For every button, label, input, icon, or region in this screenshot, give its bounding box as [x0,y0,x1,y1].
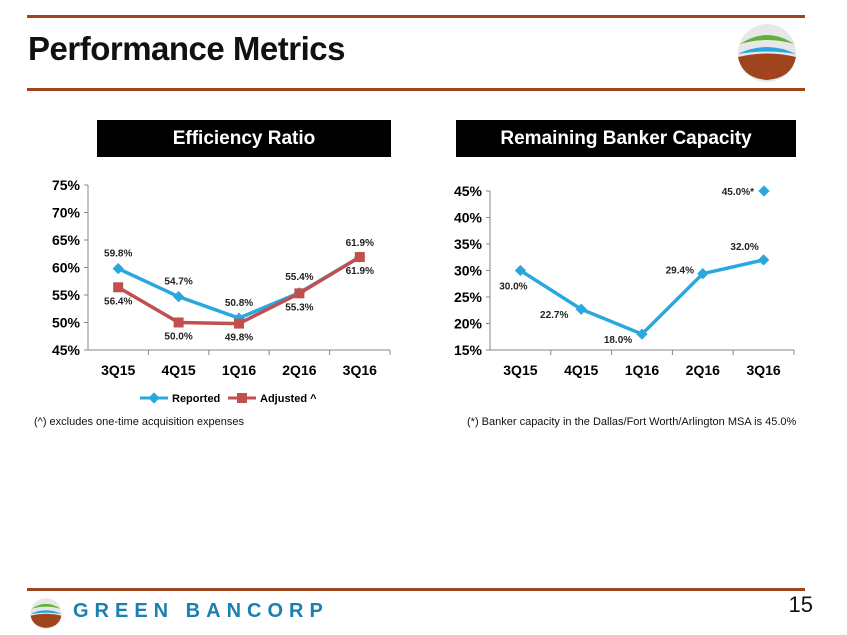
x-tick-label: 3Q16 [343,362,377,378]
data-label: 61.9% [346,238,374,249]
y-tick-label: 60% [52,260,81,276]
legend-label: Adjusted ^ [260,393,317,405]
page-number: 15 [788,592,813,617]
brand-name: GREEN BANCORP [73,600,329,622]
data-point [294,288,305,299]
efficiency-ratio-header: Efficiency Ratio [97,120,391,157]
x-tick-label: 2Q16 [282,362,316,378]
data-label: 56.4% [104,296,132,307]
data-label: 50.0% [164,332,192,343]
data-label: 50.8% [225,298,253,309]
page-title: Performance Metrics [28,30,345,67]
y-tick-label: 50% [52,315,81,331]
data-label: 22.7% [540,310,568,321]
y-tick-label: 20% [454,316,483,332]
data-label: 29.4% [666,266,694,277]
legend-marker [148,392,160,404]
annotation-label: 45.0%* [722,187,754,198]
y-tick-label: 70% [52,205,81,221]
data-label: 49.8% [225,333,253,344]
header-bottom-rule [27,88,805,91]
data-label: 55.4% [285,272,313,283]
data-label: 32.0% [730,242,758,253]
y-tick-label: 40% [454,210,483,226]
data-point [112,262,124,275]
data-point [636,328,648,340]
banker-capacity-header: Remaining Banker Capacity [456,120,796,157]
y-tick-label: 15% [454,342,483,358]
x-tick-label: 3Q16 [746,362,780,378]
data-point [173,317,184,328]
data-label: 18.0% [604,335,632,346]
data-point [113,282,124,293]
x-tick-label: 1Q16 [625,362,659,378]
top-rule [27,15,805,18]
data-label: 61.9% [346,266,374,277]
annotation-point [758,185,770,197]
y-tick-label: 75% [52,177,81,193]
legend-label: Reported [172,393,220,405]
y-tick-label: 45% [52,342,81,358]
efficiency-ratio-chart: 45% 50% 55% 60% 65% 70% 75% 3Q15 4Q15 1Q16 2Q16 3Q1… [52,177,391,405]
efficiency-footnote: (^) excludes one-time acquisition expens… [34,416,244,428]
legend-marker [237,393,247,403]
y-tick-label: 30% [454,263,483,279]
banker-capacity-chart: 15% 20% 25% 30% 35% 40% 45% 3Q15 4Q15 1Q16 2Q16 3Q1… [454,183,795,378]
y-tick-label: 35% [454,236,483,252]
y-tick-label: 25% [454,289,483,305]
data-point [234,318,244,329]
data-label: 30.0% [499,282,527,293]
data-point [757,254,770,266]
footer-rule [27,588,805,591]
green-bancorp-logo-icon [738,24,796,82]
data-point [354,252,365,263]
capacity-footnote: (*) Banker capacity in the Dallas/Fort W… [467,416,797,428]
x-tick-label: 3Q15 [101,362,135,378]
x-tick-label: 1Q16 [222,362,256,378]
x-tick-label: 4Q15 [161,362,195,378]
footer-logo-icon [30,598,62,629]
x-tick-label: 4Q15 [564,362,598,378]
data-label: 55.3% [285,302,313,313]
data-label: 54.7% [164,277,192,288]
series-line-0 [519,258,764,337]
y-tick-label: 45% [454,183,483,199]
data-label: 59.8% [104,249,132,260]
y-tick-label: 55% [52,287,81,303]
x-tick-label: 3Q15 [503,362,537,378]
y-tick-label: 65% [52,232,81,248]
data-point [172,290,185,303]
x-tick-label: 2Q16 [686,362,720,378]
